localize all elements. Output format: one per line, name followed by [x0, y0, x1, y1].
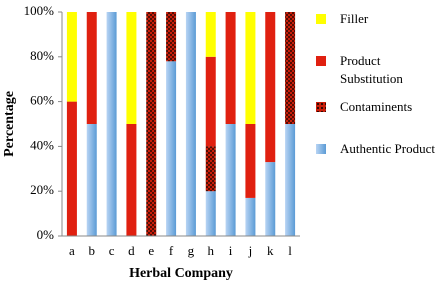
bar-segment	[245, 124, 256, 198]
bar-segment	[205, 146, 216, 192]
x-tick-label: f	[169, 243, 174, 258]
x-tick-label: b	[89, 243, 96, 258]
y-tick-label: 60%	[30, 93, 54, 108]
bar-segment	[66, 12, 77, 102]
legend-swatch	[316, 56, 326, 66]
x-tick-label: h	[208, 243, 215, 258]
legend-swatch	[316, 14, 326, 24]
bar-segment	[285, 124, 296, 236]
bar-segment	[205, 56, 216, 147]
y-tick-label: 100%	[24, 3, 55, 18]
x-tick-label: d	[128, 243, 135, 258]
legend-swatch	[316, 144, 326, 154]
bar-segment	[265, 162, 276, 236]
bar-segment	[225, 12, 236, 124]
legend-label: Authentic Product	[340, 141, 435, 156]
x-axis-title: Herbal Company	[129, 266, 233, 281]
bar-segment	[126, 12, 137, 124]
x-tick-label: c	[109, 243, 115, 258]
bar-segment	[205, 191, 216, 236]
bar-segment	[285, 12, 296, 124]
bar-segment	[245, 12, 256, 124]
bar-segment	[86, 124, 97, 236]
legend-item: Filler	[316, 10, 440, 28]
legend-item: Authentic Product	[316, 140, 440, 158]
bar-segment	[225, 124, 236, 236]
bar-segment	[126, 124, 137, 236]
legend-label: Contaminents	[340, 99, 413, 114]
x-tick-label: g	[188, 243, 195, 258]
bar-segment	[166, 61, 177, 236]
legend-item: Contaminents	[316, 98, 440, 116]
y-tick-label: 80%	[30, 48, 54, 63]
bar-segment	[205, 12, 216, 57]
bar-segment	[166, 12, 177, 62]
bar-segment	[245, 197, 256, 236]
bar-segment	[66, 101, 77, 236]
bar-segment	[106, 12, 117, 236]
y-tick-label: 40%	[30, 137, 54, 152]
legend-item: Product Substitution	[316, 52, 440, 88]
bar-segment	[265, 12, 276, 163]
legend-swatch	[316, 102, 326, 112]
x-tick-label: a	[69, 243, 75, 258]
y-tick-label: 20%	[30, 182, 54, 197]
y-axis-title: Percentage	[2, 91, 17, 157]
legend-label: Product Substitution	[340, 53, 403, 86]
bar-segment	[86, 12, 97, 124]
x-tick-label: j	[248, 243, 253, 258]
bar-segment	[146, 12, 157, 236]
bar-segment	[185, 12, 196, 236]
legend-label: Filler	[340, 11, 369, 26]
x-tick-label: k	[267, 243, 274, 258]
x-tick-label: e	[148, 243, 154, 258]
y-tick-label: 0%	[37, 227, 55, 242]
x-tick-label: i	[229, 243, 233, 258]
legend: Filler Product Substitution Contaminents Au…	[316, 10, 435, 158]
x-tick-label: l	[288, 243, 292, 258]
